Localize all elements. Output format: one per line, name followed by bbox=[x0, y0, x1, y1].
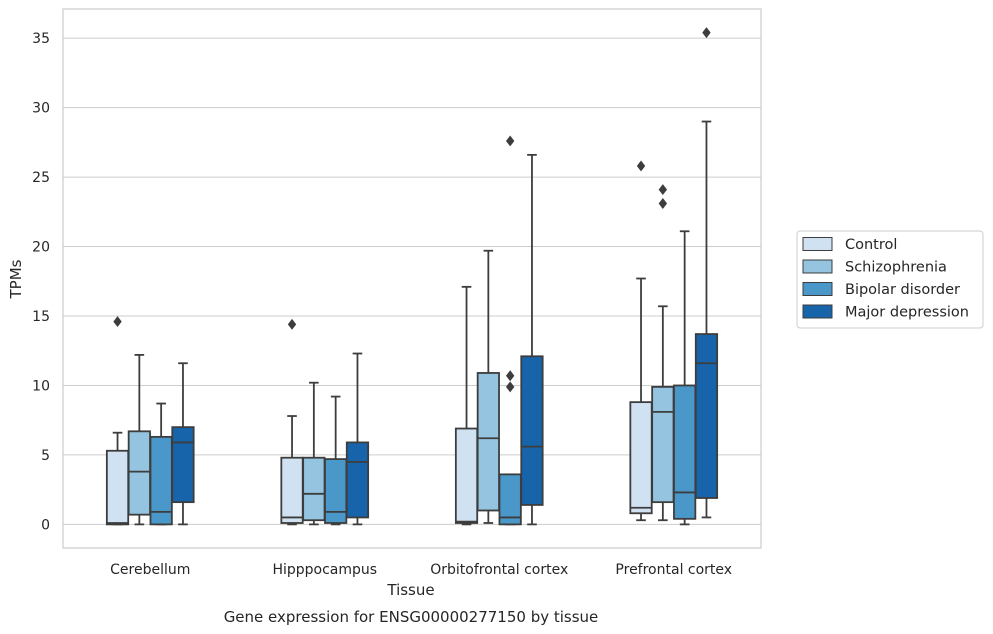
outlier-point bbox=[505, 381, 515, 393]
legend-label-schizophrenia: Schizophrenia bbox=[845, 260, 947, 276]
x-axis-ticks: Cerebellum Hipppocampus Orbitofrontal cort… bbox=[110, 562, 732, 578]
box-bipolar-disorder-3 bbox=[498, 135, 522, 526]
box-body bbox=[629, 401, 653, 515]
outlier-point bbox=[287, 318, 297, 330]
outlier-point bbox=[113, 316, 122, 328]
box-bipolar-disorder-2 bbox=[324, 395, 348, 526]
box-major-depression-2 bbox=[345, 352, 370, 526]
box-control-1 bbox=[105, 316, 130, 526]
legend-swatch-schizophrenia bbox=[802, 259, 833, 274]
y-tick-label-35: 35 bbox=[32, 31, 50, 47]
box-body bbox=[454, 427, 479, 524]
legend-frame bbox=[796, 230, 984, 329]
legend-swatch-major-depression bbox=[802, 304, 833, 319]
y-tick-label-20: 20 bbox=[32, 240, 50, 256]
box-schizophrenia-1 bbox=[127, 354, 151, 526]
legend: Control Schizophrenia Bipolar disorder Majo… bbox=[796, 230, 984, 329]
box-body bbox=[280, 456, 304, 524]
boxes bbox=[105, 27, 719, 526]
box-body bbox=[694, 333, 719, 499]
box-body bbox=[476, 372, 500, 512]
x-tick-label-2: Hipppocampus bbox=[272, 562, 377, 578]
y-tick-label-30: 30 bbox=[32, 101, 50, 117]
box-schizophrenia-2 bbox=[302, 381, 326, 526]
x-tick-label-3: Orbitofrontal cortex bbox=[430, 562, 568, 578]
x-tick-label-4: Prefrontal cortex bbox=[615, 562, 732, 578]
box-major-depression-1 bbox=[171, 362, 195, 526]
plot-frame bbox=[62, 8, 762, 549]
box-body bbox=[127, 430, 151, 516]
y-tick-label-5: 5 bbox=[41, 448, 50, 464]
outlier-point bbox=[702, 27, 711, 39]
y-axis-ticks: 0 5 10 15 20 25 30 35 bbox=[32, 31, 50, 533]
outlier-point bbox=[658, 198, 668, 209]
legend-label-major-depression: Major depression bbox=[845, 305, 969, 321]
box-body bbox=[105, 449, 130, 526]
y-axis-label: TPMs bbox=[7, 259, 25, 299]
box-control-2 bbox=[280, 318, 304, 526]
outlier-point bbox=[636, 160, 646, 172]
box-body bbox=[171, 426, 195, 504]
box-bipolar-disorder-4 bbox=[673, 230, 697, 526]
box-control-3 bbox=[454, 285, 479, 526]
box-body bbox=[651, 385, 675, 504]
y-tick-label-0: 0 bbox=[41, 517, 50, 533]
box-major-depression-4 bbox=[694, 27, 719, 519]
box-schizophrenia-3 bbox=[476, 249, 500, 524]
box-body bbox=[345, 441, 370, 519]
legend-swatch-control bbox=[802, 237, 833, 251]
x-tick-label-1: Cerebellum bbox=[110, 562, 190, 578]
y-tick-label-15: 15 bbox=[32, 309, 50, 325]
y-tick-label-25: 25 bbox=[32, 170, 50, 186]
box-schizophrenia-4 bbox=[651, 184, 675, 522]
box-major-depression-3 bbox=[520, 153, 544, 526]
box-body bbox=[302, 456, 326, 522]
outlier-point bbox=[505, 370, 515, 382]
outlier-point bbox=[505, 135, 515, 147]
box-bipolar-disorder-1 bbox=[149, 402, 173, 526]
legend-swatch-bipolar-disorder bbox=[802, 282, 833, 296]
x-axis-label: Tissue bbox=[386, 581, 434, 599]
box-body bbox=[520, 355, 544, 506]
figure-caption: Gene expression for ENSG00000277150 by t… bbox=[224, 608, 599, 626]
box-body bbox=[324, 458, 348, 524]
box-control-4 bbox=[629, 160, 653, 522]
box-body bbox=[673, 384, 697, 520]
y-tick-label-10: 10 bbox=[32, 378, 50, 394]
legend-label-bipolar-disorder: Bipolar disorder bbox=[845, 282, 960, 298]
legend-label-control: Control bbox=[845, 237, 897, 253]
outlier-point bbox=[658, 184, 668, 196]
